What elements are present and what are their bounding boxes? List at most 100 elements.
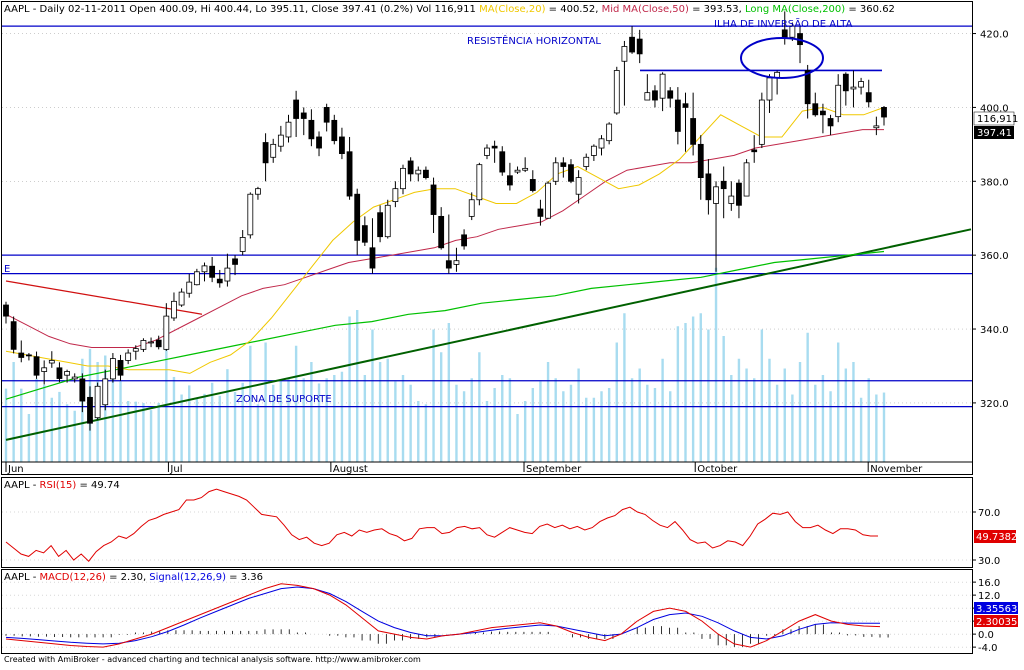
volume-bar	[630, 378, 634, 462]
candle-body-up	[64, 371, 70, 376]
candle	[621, 40, 628, 106]
candle-body-up	[270, 143, 277, 158]
candle-body-down	[354, 193, 361, 241]
macd-panel	[1, 569, 973, 654]
volume-bar	[249, 345, 252, 462]
volume-bar	[12, 362, 15, 462]
candle-body-down	[804, 70, 811, 105]
volume-bar	[661, 358, 664, 462]
candle	[132, 345, 139, 360]
candle	[629, 26, 635, 54]
candle-body-down	[560, 162, 567, 167]
signal-badge-box	[974, 602, 1018, 614]
candle-body-down	[369, 247, 376, 269]
volume-bar	[180, 394, 183, 462]
volume-bar	[165, 343, 168, 462]
candle	[407, 157, 414, 182]
candle	[18, 340, 25, 363]
candle	[33, 351, 40, 379]
candle-body-up	[125, 352, 132, 361]
candle	[484, 144, 490, 160]
volume-bar	[485, 401, 489, 462]
candle	[377, 205, 384, 243]
volume-bar	[470, 378, 473, 462]
candle-body-up	[239, 237, 246, 252]
volume-bar	[233, 391, 237, 462]
volume-bar	[394, 381, 397, 462]
candle	[606, 122, 613, 145]
volume-bar	[775, 384, 779, 462]
candle	[361, 216, 368, 246]
volume-bar	[592, 397, 596, 462]
candle	[423, 166, 429, 180]
candle-body-down	[18, 352, 25, 358]
candle	[293, 90, 300, 137]
candle-body-down	[751, 149, 758, 153]
candle	[400, 164, 406, 195]
macd-layer: -4.00.04.08.012.016.0	[2, 578, 1000, 654]
volume-bar	[867, 378, 870, 462]
rsi-tick-label: 30.0	[978, 556, 1000, 567]
candle-body-down	[865, 92, 872, 103]
candle	[743, 159, 750, 197]
volume-bar	[791, 394, 794, 462]
candle-body-down	[720, 180, 727, 190]
volume-bar	[753, 378, 756, 462]
volume-bar	[218, 395, 221, 462]
volume-bar	[371, 329, 374, 462]
volume-bar	[508, 378, 512, 462]
volume-bar	[836, 342, 840, 462]
volume-bar	[401, 375, 405, 462]
volume-bar	[585, 397, 588, 462]
candle-body-down	[232, 258, 238, 265]
month-label: September	[526, 464, 582, 475]
month-label: November	[870, 464, 923, 475]
candle	[346, 136, 353, 200]
candle-body-down	[209, 265, 216, 278]
volume-bar	[210, 382, 214, 462]
candle	[285, 114, 292, 143]
candle	[461, 229, 467, 250]
candle-body-down	[323, 107, 330, 123]
candle-body-up	[384, 204, 391, 238]
candle-body-up	[758, 99, 765, 145]
volume-bar	[501, 375, 504, 462]
volume-bar	[875, 394, 878, 462]
candle	[384, 199, 391, 239]
candle-body-up	[148, 341, 154, 344]
price-tick-label: 320.0	[980, 399, 1009, 410]
candle	[560, 157, 567, 178]
candle-body-up	[713, 186, 719, 204]
candle-body-up	[224, 267, 231, 282]
island-ellipse	[740, 37, 824, 79]
candle-body-down	[629, 36, 635, 53]
candle	[331, 114, 338, 145]
candle-body-up	[285, 121, 292, 138]
candle-body-up	[163, 315, 170, 350]
candle	[545, 181, 551, 219]
rsi-layer: 30.0 70.0	[2, 488, 1000, 567]
candle	[537, 199, 544, 226]
rsi-badge-box	[974, 530, 1016, 543]
candle-body-down	[697, 143, 704, 178]
volume-bar	[783, 368, 786, 462]
volume-bar	[188, 385, 191, 462]
candle	[728, 181, 735, 211]
candle	[392, 181, 399, 208]
candle-body-up	[606, 123, 613, 142]
candle-body-up	[178, 291, 185, 306]
candle	[255, 186, 261, 200]
price-panel	[1, 1, 973, 475]
volume-bar	[119, 381, 122, 462]
ma20-line	[5, 106, 885, 374]
candle	[568, 159, 574, 184]
candle	[697, 135, 704, 200]
candle	[109, 353, 116, 383]
candle	[300, 107, 307, 136]
e-marker: E	[4, 264, 10, 275]
candle	[499, 146, 506, 176]
volume-bar	[569, 384, 573, 462]
candle	[820, 103, 826, 134]
overlay-lines-layer	[2, 25, 972, 441]
uptrend-line	[5, 228, 972, 441]
